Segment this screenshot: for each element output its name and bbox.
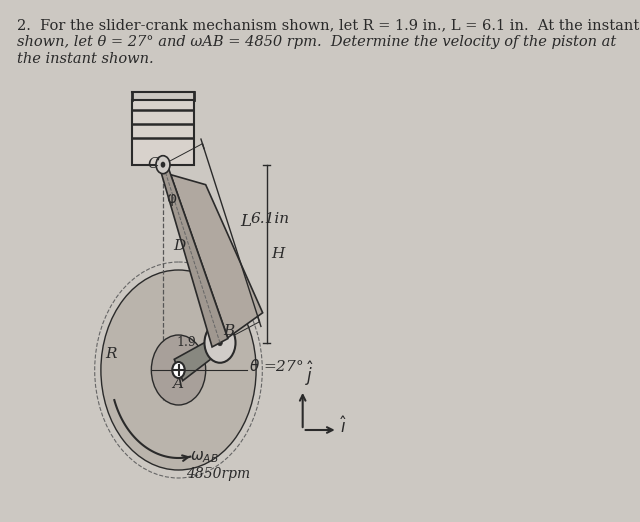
Circle shape — [204, 323, 236, 363]
Text: H: H — [271, 247, 284, 260]
Circle shape — [101, 270, 256, 470]
Text: $\omega_{AB}$: $\omega_{AB}$ — [190, 449, 219, 465]
Text: the instant shown.: the instant shown. — [17, 52, 154, 66]
Circle shape — [161, 162, 165, 168]
Polygon shape — [171, 175, 262, 338]
Text: R: R — [105, 347, 116, 361]
Text: A: A — [172, 377, 183, 391]
Circle shape — [151, 335, 205, 405]
Text: $\hat{\imath}$: $\hat{\imath}$ — [340, 417, 348, 437]
Text: C: C — [147, 157, 159, 171]
Circle shape — [218, 340, 222, 346]
Text: B: B — [223, 324, 234, 338]
Polygon shape — [159, 163, 228, 347]
Circle shape — [172, 362, 185, 378]
Text: $\theta$ =27°: $\theta$ =27° — [250, 358, 304, 374]
Text: 1.9: 1.9 — [176, 336, 196, 349]
Polygon shape — [174, 336, 223, 381]
Text: 4850rpm: 4850rpm — [186, 467, 250, 481]
Text: shown, let θ = 27° and ωAB = 4850 rpm.  Determine the velocity of the piston at: shown, let θ = 27° and ωAB = 4850 rpm. D… — [17, 35, 616, 49]
Text: $\hat{j}$: $\hat{j}$ — [305, 360, 314, 388]
Text: 2.  For the slider-crank mechanism shown, let R = 1.9 in., L = 6.1 in.  At the i: 2. For the slider-crank mechanism shown,… — [17, 18, 639, 32]
Text: L: L — [241, 213, 252, 230]
Text: 6.1in: 6.1in — [250, 212, 289, 226]
Bar — [132, 100, 194, 164]
Circle shape — [156, 156, 170, 174]
Text: D: D — [173, 239, 186, 253]
Text: φ: φ — [166, 191, 176, 206]
